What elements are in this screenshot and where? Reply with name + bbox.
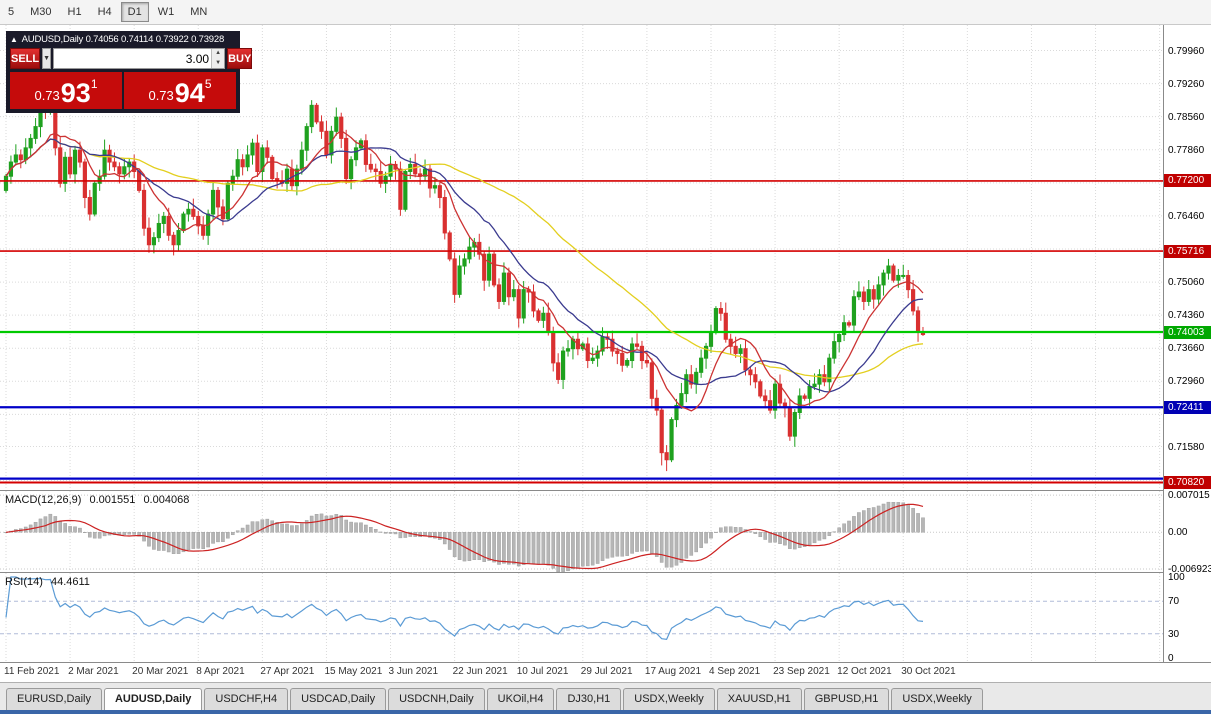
sell-button[interactable]: SELL bbox=[10, 48, 41, 69]
rsi-axis-label: 70 bbox=[1168, 596, 1180, 608]
date-label: 8 Apr 2021 bbox=[196, 666, 245, 677]
price-axis-label: 0.72960 bbox=[1168, 376, 1205, 388]
one-click-trading-widget: ▲ AUDUSD,Daily 0.74056 0.74114 0.73922 0… bbox=[6, 31, 253, 113]
symbol-ohlc-line: ▲ AUDUSD,Daily 0.74056 0.74114 0.73922 0… bbox=[10, 34, 236, 45]
buy-price-figure: 0.73 bbox=[148, 88, 174, 103]
date-label: 12 Oct 2021 bbox=[837, 666, 892, 677]
price-axis-label: 0.73660 bbox=[1168, 343, 1205, 355]
sell-price-button[interactable]: 0.73 93 1 bbox=[10, 72, 122, 109]
timeframe-h1[interactable]: H1 bbox=[61, 2, 89, 22]
buy-button[interactable]: BUY bbox=[227, 48, 253, 69]
panel-splitter-rsi[interactable] bbox=[0, 572, 1211, 573]
tab-dj30-h1[interactable]: DJ30,H1 bbox=[556, 688, 622, 710]
tab-xauusd-h1[interactable]: XAUUSD,H1 bbox=[716, 688, 802, 710]
tab-usdx-weekly[interactable]: USDX,Weekly bbox=[623, 688, 715, 710]
date-label: 10 Jul 2021 bbox=[516, 666, 569, 677]
sell-price-point: 1 bbox=[90, 77, 98, 91]
date-label: 23 Sep 2021 bbox=[773, 666, 830, 677]
chart-tabbar: EURUSD,Daily AUDUSD,Daily USDCHF,H4 USDCAD,… bbox=[0, 682, 1211, 710]
date-label: 30 Oct 2021 bbox=[901, 666, 956, 677]
price-axis-label: 0.77860 bbox=[1168, 144, 1205, 156]
date-label: 22 Jun 2021 bbox=[452, 666, 508, 677]
symbol-name: AUDUSD,Daily bbox=[21, 34, 84, 45]
volume-input[interactable] bbox=[54, 49, 212, 68]
tab-usdcnh-daily[interactable]: USDCNH,Daily bbox=[388, 688, 485, 710]
price-level-badge: 0.72411 bbox=[1164, 400, 1211, 414]
buy-price-pips: 94 bbox=[174, 78, 205, 108]
ohlc-close: 0.73928 bbox=[191, 34, 225, 45]
price-level-badge: 0.74003 bbox=[1164, 325, 1211, 339]
volume-down-button[interactable]: ▼ bbox=[212, 58, 225, 68]
panel-splitter-macd[interactable] bbox=[0, 490, 1211, 491]
date-axis-separator bbox=[0, 662, 1211, 663]
window-bottom-edge bbox=[0, 710, 1211, 714]
macd-title: MACD(12,26,9) 0.001551 0.004068 bbox=[5, 494, 189, 506]
date-label: 11 Feb 2021 bbox=[4, 666, 60, 677]
rsi-panel[interactable] bbox=[0, 573, 1163, 662]
tab-audusd-daily[interactable]: AUDUSD,Daily bbox=[103, 688, 203, 710]
macd-axis-label: 0.007015 bbox=[1168, 490, 1210, 502]
date-label: 20 Mar 2021 bbox=[132, 666, 189, 677]
price-axis[interactable]: 0.79960 0.79260 0.78560 0.77860 0.76460 0.750… bbox=[1163, 25, 1211, 664]
rsi-value: 44.4611 bbox=[50, 576, 90, 588]
rsi-axis-label: 100 bbox=[1168, 572, 1185, 583]
price-axis-label: 0.79260 bbox=[1168, 78, 1205, 90]
price-axis-label: 0.78560 bbox=[1168, 111, 1205, 123]
date-label: 17 Aug 2021 bbox=[644, 666, 702, 677]
ohlc-open: 0.74056 bbox=[85, 34, 119, 45]
price-level-badge: 0.77200 bbox=[1164, 174, 1211, 188]
tab-usdchf-h4[interactable]: USDCHF,H4 bbox=[204, 688, 289, 710]
date-label: 4 Sep 2021 bbox=[708, 666, 761, 677]
macd-value-signal: 0.004068 bbox=[143, 494, 190, 506]
macd-label: MACD(12,26,9) bbox=[5, 494, 82, 506]
rsi-axis-label: 0 bbox=[1168, 653, 1174, 664]
date-label: 29 Jul 2021 bbox=[580, 666, 633, 677]
price-level-badge: 0.70820 bbox=[1164, 475, 1211, 489]
rsi-title: RSI(14) 44.4611 bbox=[5, 576, 90, 588]
tab-usdx-weekly[interactable]: USDX,Weekly bbox=[891, 688, 983, 710]
price-axis-label: 0.75060 bbox=[1168, 277, 1205, 289]
volume-spinner: ▲ ▼ bbox=[211, 49, 225, 68]
price-chart[interactable] bbox=[0, 25, 1163, 490]
date-label: 27 Apr 2021 bbox=[260, 666, 315, 677]
tab-eurusd-daily[interactable]: EURUSD,Daily bbox=[6, 688, 102, 710]
macd-axis-label: 0.00 bbox=[1168, 527, 1188, 539]
buy-price-point: 5 bbox=[204, 77, 212, 91]
tab-gbpusd-h1[interactable]: GBPUSD,H1 bbox=[803, 688, 890, 710]
price-level-badge: 0.75716 bbox=[1164, 244, 1211, 258]
timeframe-d1[interactable]: D1 bbox=[120, 2, 149, 22]
volume-dropdown-button[interactable]: ▼ bbox=[42, 48, 52, 69]
timeframe-h4[interactable]: H4 bbox=[91, 2, 119, 22]
price-axis-label: 0.74360 bbox=[1168, 310, 1205, 322]
rsi-axis-label: 30 bbox=[1168, 628, 1180, 640]
timeframe-m30[interactable]: M30 bbox=[23, 2, 58, 22]
date-label: 15 May 2021 bbox=[324, 666, 383, 677]
timeframe-5[interactable]: 5 bbox=[1, 2, 21, 22]
sell-price-figure: 0.73 bbox=[34, 88, 60, 103]
volume-up-button[interactable]: ▲ bbox=[212, 49, 225, 59]
price-axis-label: 0.79960 bbox=[1168, 45, 1205, 57]
ohlc-low: 0.73922 bbox=[155, 34, 189, 45]
date-label: 3 Jun 2021 bbox=[388, 666, 439, 677]
tab-ukoil-h4[interactable]: UKOil,H4 bbox=[486, 688, 555, 710]
price-axis-label: 0.76460 bbox=[1168, 210, 1205, 222]
chart-collapse-icon[interactable]: ▲ bbox=[10, 35, 18, 44]
date-axis[interactable]: 11 Feb 2021 2 Mar 2021 20 Mar 2021 8 Apr 20… bbox=[0, 663, 1163, 682]
volume-field: ▲ ▼ bbox=[53, 48, 226, 69]
candles bbox=[3, 97, 926, 472]
rsi-label: RSI(14) bbox=[5, 576, 43, 588]
date-label: 2 Mar 2021 bbox=[68, 666, 119, 677]
macd-value-main: 0.001551 bbox=[89, 494, 136, 506]
timeframe-toolbar: 5 M30 H1 H4 D1 W1 MN bbox=[0, 0, 1211, 25]
macd-panel[interactable] bbox=[0, 491, 1163, 572]
buy-price-button[interactable]: 0.73 94 5 bbox=[124, 72, 236, 109]
ohlc-high: 0.74114 bbox=[120, 34, 154, 45]
macd-axis-label: -0.006923 bbox=[1168, 563, 1211, 575]
timeframe-mn[interactable]: MN bbox=[183, 2, 214, 22]
sell-price-pips: 93 bbox=[60, 78, 91, 108]
tab-usdcad-daily[interactable]: USDCAD,Daily bbox=[290, 688, 387, 710]
price-axis-label: 0.71580 bbox=[1168, 441, 1205, 453]
timeframe-w1[interactable]: W1 bbox=[151, 2, 182, 22]
